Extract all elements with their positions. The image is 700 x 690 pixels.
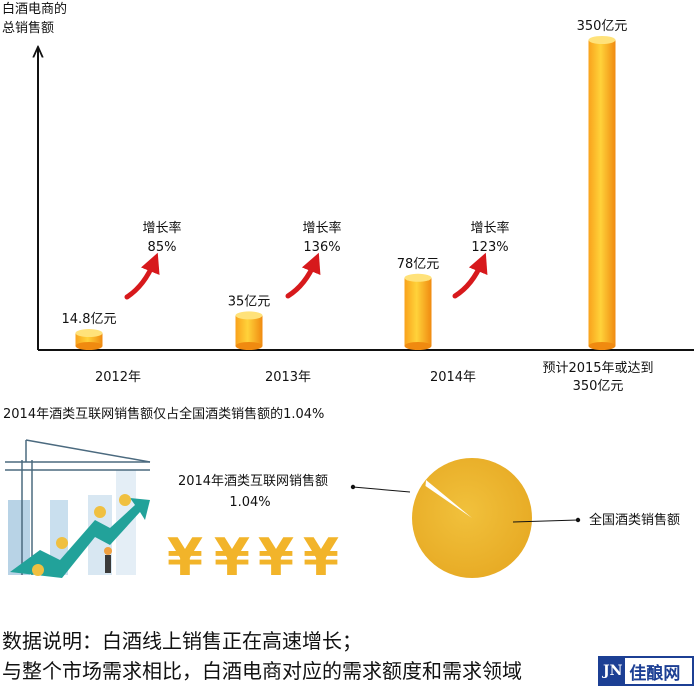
growth-arrow	[285, 252, 321, 299]
yuan-icons: ¥ ¥ ¥ ¥	[167, 528, 339, 588]
bar-body	[404, 277, 432, 346]
x-tick-label: 2013年	[265, 370, 311, 385]
bar-base	[75, 342, 103, 350]
yuan-icon: ¥	[167, 528, 203, 588]
yuan-icon: ¥	[258, 528, 294, 588]
bar-value-label: 35亿元	[228, 294, 271, 309]
site-logo[interactable]: JN 佳酿网	[598, 656, 694, 686]
bar-base	[235, 342, 263, 350]
growth-label: 增长率	[302, 220, 341, 236]
pie-online-slice	[425, 480, 472, 518]
bar-body	[235, 315, 263, 346]
total-pointer	[512, 519, 579, 523]
y-axis-label-line1: 白酒电商的	[2, 2, 68, 17]
x-tick-label: 预计2015年或达到 350亿元	[542, 361, 653, 394]
online-sales-label: 2014年酒类互联网销售额	[178, 473, 328, 489]
growth-value: 123%	[471, 240, 508, 255]
bar-base	[588, 342, 616, 350]
yuan-icon: ¥	[214, 528, 250, 588]
share-headline: 2014年酒类互联网销售额仅占全国酒类销售额的1.04%	[3, 406, 324, 422]
bar-2	[404, 273, 432, 350]
growth-value: 136%	[303, 240, 340, 255]
bar-value-label: 350亿元	[577, 19, 628, 34]
share-pie	[350, 458, 581, 578]
growth-illustration	[5, 439, 151, 578]
caption-line2: 与整个市场需求相比，白酒电商对应的需求额度和需求领域	[2, 659, 522, 683]
growth-arrow	[452, 252, 488, 299]
online-pointer	[352, 486, 411, 493]
bar-value-label: 14.8亿元	[62, 312, 117, 327]
caption-line1: 数据说明：白酒线上销售正在高速增长；	[2, 629, 362, 653]
growth-value: 85%	[148, 240, 177, 255]
yuan-icon: ¥	[303, 528, 339, 588]
bar-base	[404, 342, 432, 350]
logo-name: 佳酿网	[629, 663, 681, 684]
x-tick-label: 2014年	[430, 370, 476, 385]
bar-cap	[75, 329, 103, 338]
growth-label: 增长率	[470, 220, 509, 236]
y-axis-label: 白酒电商的 总销售额	[2, 0, 67, 38]
bar-0	[75, 329, 103, 350]
total-sales-label: 全国酒类销售额	[589, 512, 680, 528]
x-tick-label: 2012年	[95, 370, 141, 385]
growth-label: 增长率	[142, 220, 181, 236]
bar-value-label: 78亿元	[397, 257, 440, 272]
bar-cap	[404, 273, 432, 282]
growth-arrow	[124, 252, 160, 300]
bar-body	[588, 40, 616, 346]
bar-cap	[235, 311, 263, 320]
bar-cap	[588, 36, 616, 44]
online-sales-value: 1.04%	[229, 495, 270, 510]
y-axis-label-line2: 总销售额	[2, 21, 55, 36]
logo-badge: JN	[600, 658, 626, 684]
bar-3	[588, 36, 616, 350]
bar-1	[235, 311, 263, 350]
